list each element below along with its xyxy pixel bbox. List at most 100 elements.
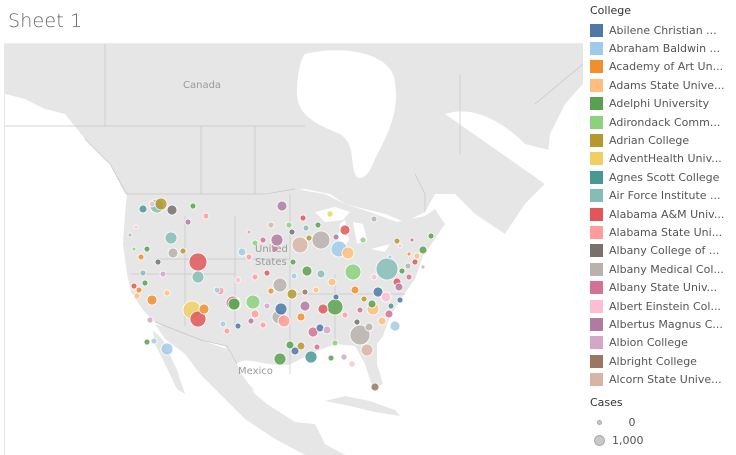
- data-bubble[interactable]: [267, 221, 275, 229]
- data-bubble[interactable]: [389, 320, 401, 332]
- legend-item[interactable]: Abraham Baldwin ...: [590, 39, 736, 57]
- legend-item[interactable]: Adrian College: [590, 131, 736, 149]
- legend-item[interactable]: Albright College: [590, 352, 736, 370]
- data-bubble[interactable]: [160, 342, 174, 356]
- data-bubble[interactable]: [312, 286, 320, 294]
- data-bubble[interactable]: [339, 224, 351, 236]
- data-bubble[interactable]: [251, 273, 259, 281]
- data-bubble[interactable]: [290, 272, 298, 280]
- data-bubble[interactable]: [139, 269, 147, 277]
- data-bubble[interactable]: [398, 267, 406, 275]
- data-bubble[interactable]: [131, 246, 137, 252]
- data-bubble[interactable]: [189, 202, 197, 210]
- data-bubble[interactable]: [267, 287, 275, 295]
- data-bubble[interactable]: [360, 343, 374, 357]
- data-bubble[interactable]: [296, 312, 306, 322]
- data-bubble[interactable]: [327, 354, 335, 362]
- legend-item[interactable]: Adams State Unive...: [590, 76, 736, 94]
- data-bubble[interactable]: [251, 239, 259, 247]
- data-bubble[interactable]: [364, 322, 374, 332]
- data-bubble[interactable]: [341, 246, 355, 260]
- data-bubble[interactable]: [349, 324, 371, 346]
- data-bubble[interactable]: [411, 258, 419, 266]
- data-bubble[interactable]: [133, 292, 141, 300]
- data-bubble[interactable]: [146, 294, 158, 306]
- data-bubble[interactable]: [167, 247, 179, 259]
- data-bubble[interactable]: [375, 257, 399, 281]
- data-bubble[interactable]: [377, 316, 387, 326]
- legend-item[interactable]: Alabama A&M Univ...: [590, 205, 736, 223]
- data-bubble[interactable]: [227, 297, 241, 311]
- legend-item[interactable]: Albert Einstein Col...: [590, 297, 736, 315]
- data-bubble[interactable]: [332, 293, 340, 301]
- data-bubble[interactable]: [277, 314, 291, 328]
- data-bubble[interactable]: [332, 233, 340, 241]
- data-bubble[interactable]: [413, 252, 421, 260]
- data-bubble[interactable]: [247, 317, 255, 325]
- data-bubble[interactable]: [223, 327, 231, 335]
- data-bubble[interactable]: [304, 350, 318, 364]
- data-bubble[interactable]: [246, 229, 252, 235]
- data-bubble[interactable]: [274, 302, 288, 316]
- legend-item[interactable]: Agnes Scott College: [590, 168, 736, 186]
- data-bubble[interactable]: [317, 303, 329, 315]
- data-bubble[interactable]: [420, 264, 426, 270]
- data-bubble[interactable]: [148, 200, 156, 208]
- data-bubble[interactable]: [322, 325, 332, 335]
- data-bubble[interactable]: [326, 210, 334, 218]
- data-bubble[interactable]: [270, 233, 284, 247]
- data-bubble[interactable]: [380, 291, 392, 303]
- data-bubble[interactable]: [396, 296, 404, 304]
- data-bubble[interactable]: [405, 273, 413, 281]
- data-bubble[interactable]: [154, 258, 162, 266]
- data-bubble[interactable]: [313, 343, 321, 351]
- data-bubble[interactable]: [285, 340, 295, 350]
- data-bubble[interactable]: [263, 269, 271, 277]
- data-bubble[interactable]: [150, 337, 158, 345]
- data-bubble[interactable]: [406, 251, 412, 257]
- data-bubble[interactable]: [133, 224, 139, 230]
- data-bubble[interactable]: [299, 214, 307, 222]
- data-bubble[interactable]: [285, 221, 293, 229]
- legend-item[interactable]: Alabama State Uni...: [590, 223, 736, 241]
- data-bubble[interactable]: [350, 285, 360, 295]
- legend-item[interactable]: Albany Medical Col...: [590, 260, 736, 278]
- data-bubble[interactable]: [301, 288, 309, 296]
- data-bubble[interactable]: [372, 286, 384, 298]
- data-bubble[interactable]: [359, 236, 367, 244]
- data-bubble[interactable]: [384, 309, 394, 319]
- data-bubble[interactable]: [348, 360, 356, 368]
- data-bubble[interactable]: [154, 197, 168, 211]
- data-bubble[interactable]: [138, 204, 148, 214]
- legend-item[interactable]: Albertus Magnus C...: [590, 315, 736, 333]
- data-bubble[interactable]: [245, 253, 253, 261]
- data-bubble[interactable]: [146, 316, 154, 324]
- data-bubble[interactable]: [316, 269, 326, 279]
- data-bubble[interactable]: [272, 277, 288, 293]
- data-bubble[interactable]: [305, 234, 313, 242]
- data-bubble[interactable]: [202, 212, 210, 220]
- data-bubble[interactable]: [259, 236, 267, 244]
- data-bubble[interactable]: [184, 218, 192, 226]
- data-bubble[interactable]: [159, 270, 167, 278]
- data-bubble[interactable]: [418, 245, 428, 255]
- legend-item[interactable]: Albany College of ...: [590, 242, 736, 260]
- data-bubble[interactable]: [234, 276, 242, 284]
- data-bubble[interactable]: [137, 253, 145, 261]
- data-bubble[interactable]: [219, 320, 227, 328]
- data-bubble[interactable]: [288, 228, 296, 236]
- data-bubble[interactable]: [314, 221, 322, 229]
- data-bubble[interactable]: [370, 273, 378, 281]
- data-bubble[interactable]: [327, 277, 337, 287]
- data-bubble[interactable]: [393, 237, 401, 245]
- legend-item[interactable]: Albion College: [590, 334, 736, 352]
- data-bubble[interactable]: [234, 322, 242, 330]
- data-bubble[interactable]: [188, 252, 208, 272]
- data-bubble[interactable]: [259, 321, 267, 329]
- data-bubble[interactable]: [341, 311, 349, 319]
- data-bubble[interactable]: [164, 231, 178, 245]
- data-bubble[interactable]: [311, 230, 331, 250]
- data-bubble[interactable]: [370, 215, 378, 223]
- data-bubble[interactable]: [166, 204, 178, 216]
- data-bubble[interactable]: [291, 236, 309, 254]
